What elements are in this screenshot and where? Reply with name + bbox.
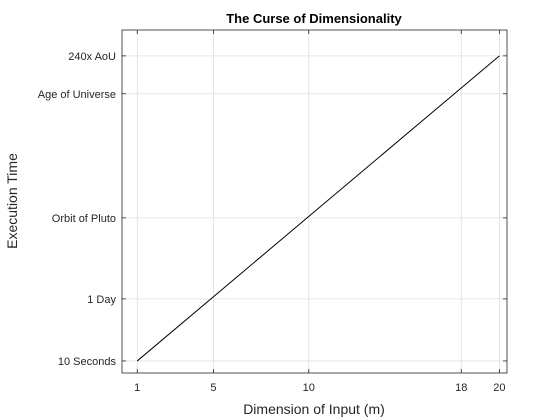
grid [122, 30, 507, 373]
plot-background [122, 30, 507, 373]
series-line [136, 55, 500, 362]
series [136, 55, 500, 362]
ticks: 1 5 10 18 20 10 Seconds 1 Day Orbit of Pluto Age… [38, 30, 507, 394]
y-axis-label: Execution Time [4, 153, 20, 249]
x-axis-label: Dimension of Input (m) [243, 401, 385, 417]
x-tick-label: 5 [210, 382, 216, 394]
chart-title: The Curse of Dimensionality [226, 11, 402, 26]
plot-frame [121, 29, 508, 374]
x-tick-label: 1 [134, 382, 140, 394]
x-tick-label: 10 [303, 382, 315, 394]
y-tick-label: 240x AoU [68, 51, 116, 63]
y-tick-label: Age of Universe [38, 89, 116, 101]
x-tick-label: 20 [493, 382, 505, 394]
y-tick-label: 10 Seconds [58, 356, 117, 368]
y-tick-label: Orbit of Pluto [52, 213, 116, 225]
y-tick-label: 1 Day [87, 294, 116, 306]
x-tick-label: 18 [455, 382, 467, 394]
